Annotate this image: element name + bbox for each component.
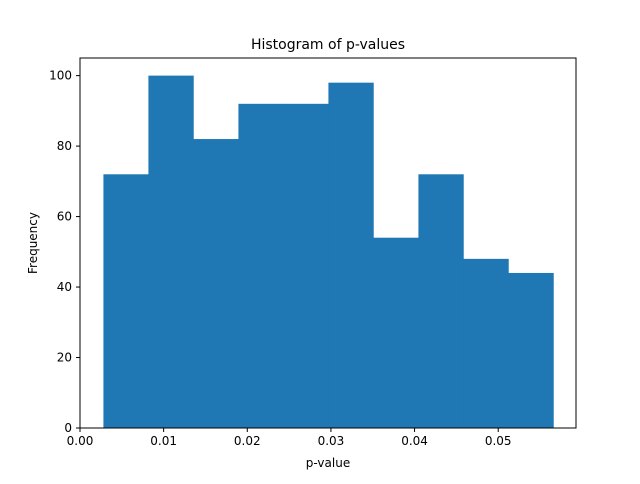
histogram-bar — [373, 237, 419, 428]
histogram-bar — [193, 139, 239, 429]
histogram-bar — [328, 82, 374, 429]
histogram-bar — [103, 174, 149, 428]
x-tick-label: 0.01 — [150, 434, 177, 448]
y-axis: 0 20 40 60 80 100 — [49, 69, 80, 435]
y-tick-label: 60 — [57, 210, 72, 224]
plot-area-frame — [79, 57, 577, 429]
x-axis-label: p-value — [306, 456, 350, 470]
y-tick-label: 20 — [57, 351, 72, 365]
x-tick-label: 0.05 — [485, 434, 512, 448]
chart-title: Histogram of p-values — [251, 37, 405, 53]
x-tick-label: 0.02 — [234, 434, 261, 448]
y-tick-label: 80 — [57, 139, 72, 153]
x-axis: 0.00 0.01 0.02 0.03 0.04 0.05 — [67, 428, 512, 448]
histogram-bar — [418, 174, 464, 428]
histogram-bar — [148, 75, 194, 429]
histogram-bar — [283, 103, 329, 428]
y-tick-label: 100 — [49, 69, 72, 83]
x-tick-label: 0.03 — [318, 434, 345, 448]
histogram-bar — [238, 103, 284, 428]
histogram-bar — [463, 258, 509, 428]
y-tick-label: 0 — [64, 421, 72, 435]
x-tick-label: 0.04 — [401, 434, 428, 448]
bars-group — [103, 75, 554, 429]
y-tick-label: 40 — [57, 280, 72, 294]
y-axis-label: Frequency — [26, 212, 40, 274]
x-tick-label: 0.00 — [67, 434, 94, 448]
histogram-bar — [508, 272, 554, 428]
